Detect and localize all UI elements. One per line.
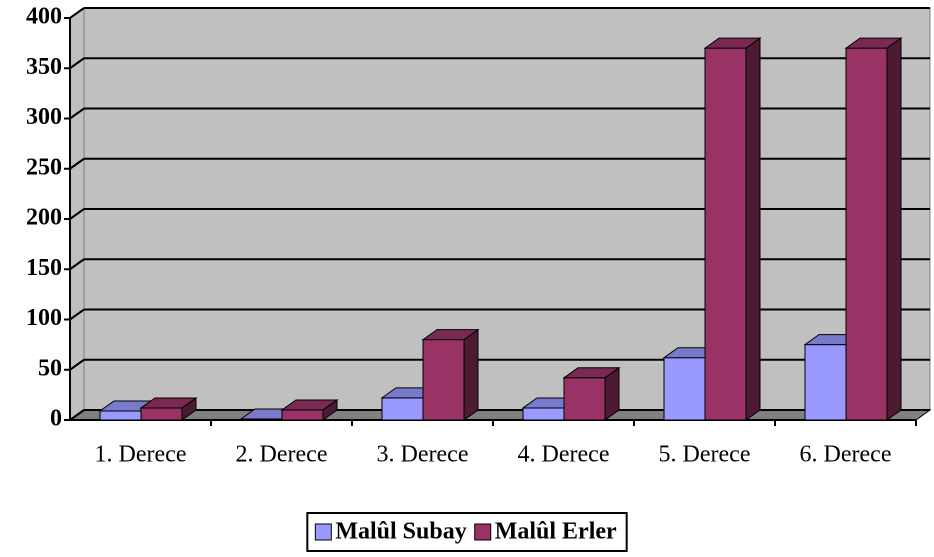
bar	[703, 37, 762, 421]
bar-front	[845, 47, 888, 421]
x-tick-label: 2. Derece	[236, 442, 328, 468]
x-tick-label: 6. Derece	[800, 442, 892, 468]
floor	[68, 409, 932, 421]
x-tick-label: 4. Derece	[518, 442, 610, 468]
grid-line	[69, 7, 85, 19]
legend-label: Malûl Subay	[335, 519, 466, 545]
legend-swatch	[474, 523, 492, 541]
bar-top	[280, 399, 339, 411]
bar-side	[745, 37, 761, 421]
grid-line	[69, 157, 85, 170]
legend-swatch	[314, 523, 332, 541]
grid-line	[69, 358, 85, 371]
y-tick-label: 100	[26, 305, 62, 331]
y-tick-label: 350	[26, 54, 62, 80]
bar-front	[422, 339, 465, 421]
bar-front	[663, 357, 706, 421]
bar-top	[421, 329, 480, 341]
bar-front	[704, 47, 747, 421]
grid-line	[69, 308, 85, 321]
y-tick-label: 200	[26, 205, 62, 231]
grid-line	[69, 258, 85, 271]
grid-line	[69, 409, 85, 421]
legend: Malûl Subay Malûl Erler	[306, 512, 628, 552]
y-tick-label: 400	[26, 4, 62, 30]
grid-line	[69, 107, 85, 120]
bar	[421, 328, 480, 421]
grid-line	[69, 208, 85, 220]
bar-top	[139, 397, 198, 409]
x-tick-label: 3. Derece	[377, 442, 469, 468]
y-tick-label: 300	[26, 104, 62, 130]
bar-front	[99, 410, 142, 421]
x-tick-label: 5. Derece	[659, 442, 751, 468]
bar	[844, 37, 903, 421]
bar-top	[562, 367, 621, 379]
bar-front	[522, 407, 565, 421]
bar-front	[381, 397, 424, 421]
bar-front	[140, 407, 183, 421]
y-tick-label: 250	[26, 154, 62, 180]
grid-line	[69, 57, 85, 70]
bar	[562, 366, 621, 421]
bar-front	[281, 409, 324, 421]
y-tick-label: 0	[50, 406, 62, 432]
bar-front	[804, 344, 847, 421]
x-tick-label: 1. Derece	[95, 442, 187, 468]
y-tick-label: 150	[26, 255, 62, 281]
y-tick-label: 50	[38, 355, 62, 381]
bar	[139, 396, 198, 421]
bar-side	[463, 328, 479, 421]
bar	[280, 398, 339, 421]
legend-label: Malûl Erler	[495, 519, 617, 545]
bar-side	[886, 37, 902, 421]
bar-top	[844, 37, 903, 49]
bar-front	[563, 377, 606, 421]
legend-box	[306, 512, 628, 552]
bar-top	[703, 37, 762, 49]
